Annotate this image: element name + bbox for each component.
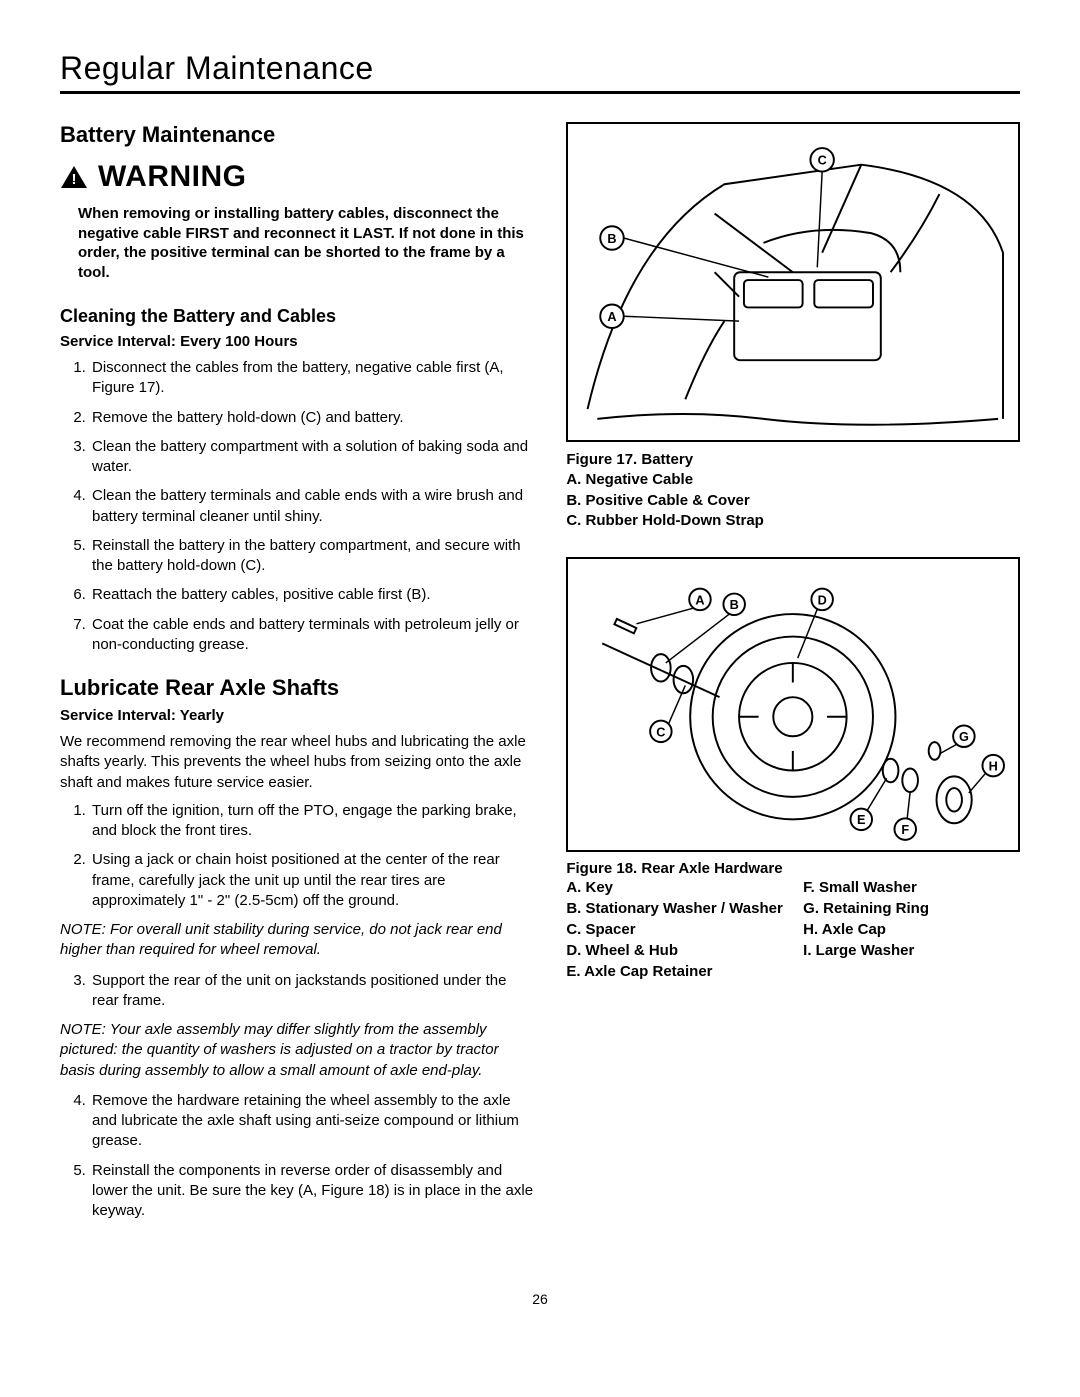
cleaning-step: Reattach the battery cables, positive ca… [90,585,536,605]
fig18-callout-b: B [730,598,739,612]
fig18-callout-g: G [959,730,969,744]
figure-17-illustration: A B C [566,122,1020,442]
lubricate-steps-list: Turn off the ignition, turn off the PTO,… [60,801,536,911]
service-interval-100: Service Interval: Every 100 Hours [60,333,536,350]
warning-label: WARNING [98,160,247,194]
lubricate-step: Support the rear of the unit on jackstan… [90,971,536,1012]
lubricate-heading: Lubricate Rear Axle Shafts [60,675,536,701]
fig18-item-h: H. Axle Cap [803,921,886,938]
service-interval-yearly: Service Interval: Yearly [60,707,536,724]
fig18-callout-c: C [657,725,666,739]
fig18-item-b: B. Stationary Washer / Washer [566,900,782,917]
right-column: A B C Figure 17. Battery A. Negative Cab… [566,122,1020,1241]
content-columns: Battery Maintenance ! WARNING When remov… [60,122,1020,1241]
figure-17-caption: Figure 17. Battery A. Negative Cable B. … [566,450,1020,531]
lubricate-step: Reinstall the components in reverse orde… [90,1161,536,1222]
lubricate-steps-list-2: Support the rear of the unit on jackstan… [60,971,536,1012]
cleaning-step: Disconnect the cables from the battery, … [90,358,536,399]
fig17-title: Figure 17. Battery [566,450,1020,470]
lubricate-step: Remove the hardware retaining the wheel … [90,1091,536,1152]
fig18-callout-a: A [696,593,705,607]
fig18-item-f: F. Small Washer [803,879,917,896]
fig17-item-a: A. Negative Cable [566,470,1020,490]
fig18-legend-col1: A. Key B. Stationary Washer / Washer C. … [566,877,783,982]
fig18-item-e: E. Axle Cap Retainer [566,963,712,980]
fig18-item-a: A. Key [566,879,613,896]
fig17-callout-a: A [608,310,617,324]
fig18-callout-h: H [989,759,998,773]
lubricate-step: Turn off the ignition, turn off the PTO,… [90,801,536,842]
fig18-legend-col2: F. Small Washer G. Retaining Ring H. Axl… [803,877,1020,982]
battery-maintenance-heading: Battery Maintenance [60,122,536,148]
figure-18-illustration: A B C D E F [566,557,1020,852]
fig18-item-c: C. Spacer [566,921,635,938]
left-column: Battery Maintenance ! WARNING When remov… [60,122,536,1241]
warning-header: ! WARNING [60,160,536,194]
page-number: 26 [60,1291,1020,1307]
cleaning-step: Clean the battery terminals and cable en… [90,486,536,527]
lubricate-intro: We recommend removing the rear wheel hub… [60,732,536,793]
cleaning-steps-list: Disconnect the cables from the battery, … [60,358,536,655]
fig17-item-c: C. Rubber Hold-Down Strap [566,511,1020,531]
fig18-item-g: G. Retaining Ring [803,900,929,917]
cleaning-heading: Cleaning the Battery and Cables [60,306,536,327]
lubricate-step: Using a jack or chain hoist positioned a… [90,850,536,911]
svg-text:!: ! [72,171,77,188]
fig17-callout-b: B [608,232,617,246]
warning-body-text: When removing or installing battery cabl… [60,204,536,282]
lubricate-note-1: NOTE: For overall unit stability during … [60,920,536,961]
page-heading: Regular Maintenance [60,50,1020,94]
cleaning-step: Coat the cable ends and battery terminal… [90,615,536,656]
fig18-item-i: I. Large Washer [803,942,914,959]
lubricate-note-2: NOTE: Your axle assembly may differ slig… [60,1020,536,1081]
fig18-callout-d: D [818,593,827,607]
fig18-callout-e: E [857,813,865,827]
fig18-title: Figure 18. Rear Axle Hardware [566,860,1020,877]
fig17-item-b: B. Positive Cable & Cover [566,491,1020,511]
warning-triangle-icon: ! [60,165,88,189]
fig18-item-d: D. Wheel & Hub [566,942,678,959]
fig18-callout-f: F [902,823,910,837]
lubricate-steps-list-3: Remove the hardware retaining the wheel … [60,1091,536,1222]
cleaning-step: Clean the battery compartment with a sol… [90,437,536,478]
fig17-callout-c: C [818,154,827,168]
figure-18-caption: Figure 18. Rear Axle Hardware A. Key B. … [566,860,1020,982]
cleaning-step: Remove the battery hold-down (C) and bat… [90,408,536,428]
cleaning-step: Reinstall the battery in the battery com… [90,536,536,577]
